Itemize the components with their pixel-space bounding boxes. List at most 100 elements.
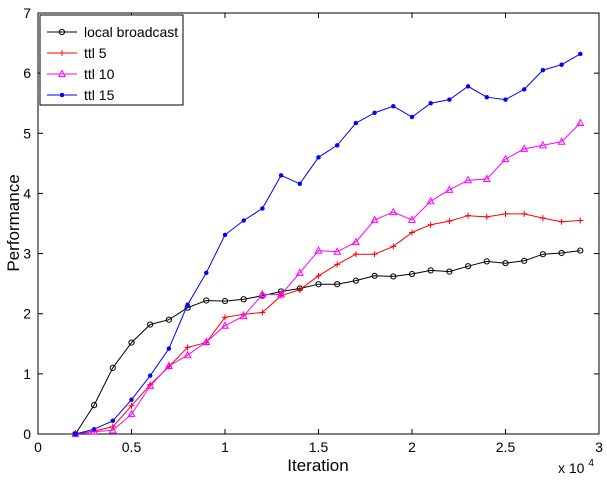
data-point	[427, 221, 434, 228]
data-point	[521, 87, 527, 92]
data-point	[446, 268, 453, 275]
data-point	[390, 243, 397, 250]
data-point	[465, 84, 471, 89]
data-point	[465, 212, 472, 219]
y-tick-label: 0	[23, 426, 31, 442]
series-ttl-10	[71, 118, 585, 437]
data-point	[447, 97, 452, 102]
data-point	[258, 289, 267, 298]
data-point	[540, 67, 546, 73]
data-point	[316, 155, 321, 160]
legend-marker	[59, 92, 65, 98]
data-point	[220, 321, 230, 329]
data-point	[91, 426, 97, 432]
series-line-ttl-15	[75, 53, 581, 435]
data-point	[502, 260, 509, 267]
data-point	[371, 251, 378, 258]
x-axis-multiplier: x 10 4	[558, 458, 594, 476]
data-point	[315, 272, 322, 279]
axis-ticks: 0 0.5 1 1.5 2 2.5 3 0 1 2 3 4 5 6 7	[23, 5, 603, 455]
data-point	[502, 210, 509, 217]
data-point	[334, 261, 341, 268]
x-tick-label: 1.5	[309, 439, 329, 455]
data-point	[90, 427, 99, 435]
legend-entry-ttl-10: ttl 10	[47, 66, 115, 82]
x-tick-label: 1	[221, 439, 229, 455]
x-axis-title: Iteration	[287, 456, 348, 475]
y-tick-label: 3	[23, 246, 31, 262]
data-point	[221, 297, 229, 305]
data-point	[521, 257, 528, 264]
data-point	[128, 339, 135, 346]
series-line-ttl-10	[75, 122, 581, 435]
data-point	[110, 418, 116, 424]
data-point	[578, 51, 583, 57]
data-point	[446, 218, 453, 225]
data-point	[295, 268, 304, 276]
x-tick-label: 2.5	[496, 439, 516, 455]
data-point	[483, 258, 490, 265]
legend-entry-local-broadcast: local broadcast	[47, 24, 178, 40]
data-point	[147, 373, 153, 378]
data-point	[240, 296, 247, 303]
data-point	[129, 397, 134, 402]
data-point	[260, 206, 265, 211]
data-point	[577, 247, 584, 254]
data-point	[352, 251, 359, 258]
data-point	[409, 229, 415, 236]
y-tick-label: 7	[23, 5, 31, 21]
data-point	[127, 409, 136, 418]
series-ttl-15	[73, 51, 583, 437]
x-axis-multiplier-exponent: 4	[588, 458, 594, 469]
data-point	[278, 173, 284, 178]
legend-marker	[59, 50, 65, 56]
data-point	[538, 140, 547, 149]
legend-label: ttl 5	[84, 45, 107, 61]
data-point	[297, 181, 303, 187]
data-point	[222, 314, 228, 321]
data-point	[91, 402, 98, 409]
data-point	[372, 110, 377, 116]
x-tick-label: 0.5	[122, 439, 142, 455]
x-tick-label: 2	[408, 439, 416, 455]
data-point	[241, 218, 246, 223]
x-tick-label: 3	[595, 439, 603, 455]
data-point	[503, 97, 508, 102]
data-point	[164, 361, 173, 370]
y-tick-label: 1	[23, 366, 31, 382]
data-point	[259, 309, 266, 316]
data-point	[109, 364, 116, 371]
data-point	[296, 286, 303, 293]
legend-marker	[57, 69, 67, 77]
data-point	[108, 425, 117, 434]
data-point	[521, 210, 528, 217]
data-point	[484, 94, 490, 100]
legend-label: local broadcast	[84, 24, 178, 40]
data-point	[389, 207, 398, 216]
data-point	[147, 321, 154, 328]
data-point	[277, 289, 286, 298]
data-point	[501, 154, 510, 163]
data-point	[334, 281, 341, 288]
legend-entry-ttl-5: ttl 5	[47, 45, 107, 61]
data-point	[222, 232, 228, 238]
data-point	[371, 272, 378, 279]
data-point	[390, 273, 397, 280]
data-point	[520, 144, 529, 152]
x-axis-multiplier-base: x 10	[558, 460, 585, 476]
data-point	[73, 431, 78, 437]
data-point	[333, 247, 342, 255]
data-point	[539, 215, 546, 222]
series-line-local-broadcast	[74, 250, 581, 435]
data-point	[352, 277, 359, 284]
data-point	[184, 344, 191, 351]
data-point	[558, 218, 565, 225]
data-point	[370, 215, 379, 223]
data-point	[204, 270, 209, 276]
data-point	[351, 237, 360, 246]
data-point	[426, 196, 435, 205]
data-point	[202, 337, 211, 345]
data-point	[559, 62, 564, 67]
data-point	[557, 137, 566, 145]
data-point	[428, 100, 433, 106]
